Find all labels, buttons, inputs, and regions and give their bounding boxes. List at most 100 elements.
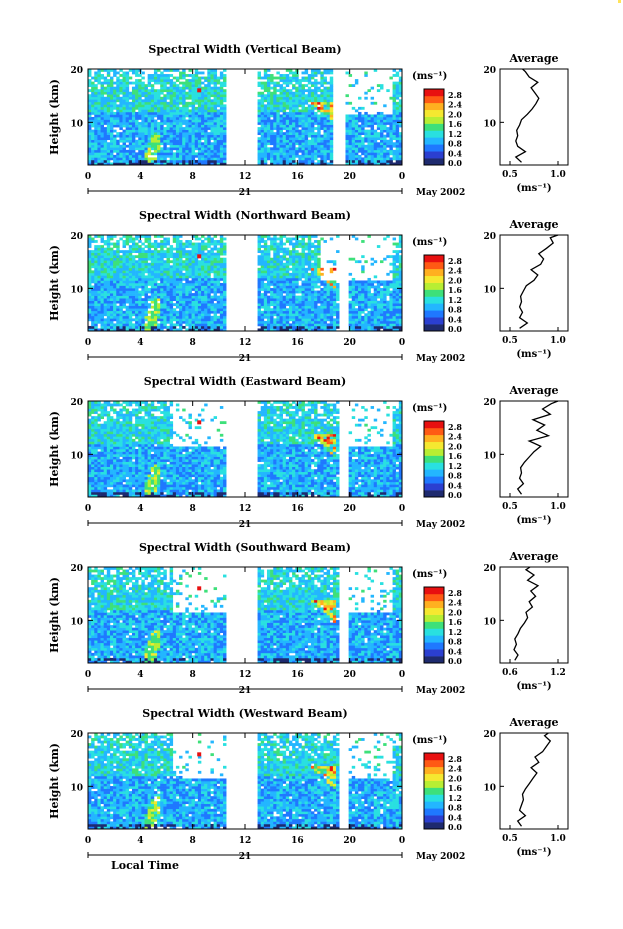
heatmap-cell xyxy=(310,81,315,85)
heatmap-cell xyxy=(301,283,305,286)
heatmap-cell xyxy=(279,99,283,103)
heatmap-cell xyxy=(314,81,318,85)
heatmap-cell xyxy=(153,285,158,289)
heatmap-cell xyxy=(125,315,130,319)
heatmap-cell xyxy=(207,89,211,93)
heatmap-cell xyxy=(307,267,312,271)
heatmap-cell xyxy=(175,305,180,309)
heatmap-cell xyxy=(138,144,142,148)
heatmap-cell xyxy=(144,134,148,138)
heatmap-cell xyxy=(304,89,309,93)
heatmap-cell xyxy=(260,323,265,327)
heatmap-cell xyxy=(169,79,174,82)
heatmap-cell xyxy=(314,247,318,251)
heatmap-cell xyxy=(310,318,315,322)
heatmap-cell xyxy=(97,275,101,279)
heatmap-cell xyxy=(314,257,318,261)
heatmap-cell xyxy=(223,142,227,146)
heatmap-cell xyxy=(279,76,283,80)
heatmap-cell xyxy=(135,275,139,279)
heatmap-cell xyxy=(201,320,205,324)
heatmap-cell xyxy=(201,267,205,271)
heatmap-cell xyxy=(273,260,277,264)
heatmap-cell xyxy=(160,101,164,105)
x-tick-label-0-4: 16 xyxy=(291,172,304,182)
heatmap-cell xyxy=(292,106,296,110)
heatmap-cell xyxy=(166,252,170,256)
heatmap-cell xyxy=(113,139,117,143)
heatmap-cell xyxy=(163,275,167,279)
heatmap-cell xyxy=(122,295,126,299)
heatmap-cell xyxy=(131,250,136,253)
heatmap-cell xyxy=(135,285,139,289)
heatmap-cell xyxy=(301,137,305,141)
heatmap-cell xyxy=(94,323,98,327)
heatmap-cell xyxy=(270,111,274,115)
heatmap-cell xyxy=(298,270,302,274)
heatmap-cell xyxy=(329,106,334,110)
heatmap-cell xyxy=(392,152,397,156)
heatmap-cell xyxy=(163,237,167,241)
heatmap-cell xyxy=(295,295,299,299)
heatmap-cell xyxy=(88,325,92,329)
heatmap-cell xyxy=(153,305,158,309)
heatmap-cell xyxy=(216,328,221,332)
heatmap-cell xyxy=(219,86,224,90)
heatmap-cell xyxy=(276,139,280,143)
heatmap-cell xyxy=(113,250,117,253)
heatmap-cell xyxy=(361,122,365,125)
heatmap-cell xyxy=(166,117,170,120)
heatmap-cell xyxy=(257,152,261,156)
heatmap-cell xyxy=(179,134,183,138)
heatmap-cell xyxy=(175,270,180,274)
heatmap-cell xyxy=(182,159,186,163)
heatmap-cell xyxy=(153,71,158,75)
heatmap-cell xyxy=(389,127,393,130)
heatmap-cell xyxy=(91,162,95,166)
heatmap-cell xyxy=(160,99,164,103)
heatmap-cell xyxy=(207,318,211,322)
heatmap-cell xyxy=(182,293,186,296)
heatmap-cell xyxy=(223,247,227,251)
heatmap-cell xyxy=(273,149,277,153)
heatmap-cell xyxy=(270,325,274,329)
heatmap-cell xyxy=(358,129,362,133)
heatmap-cell xyxy=(166,275,170,279)
heatmap-cell xyxy=(213,74,218,77)
heatmap-cell xyxy=(131,272,136,276)
heatmap-cell xyxy=(310,71,315,75)
heatmap-cell xyxy=(304,111,309,115)
heatmap-cell xyxy=(188,84,192,87)
heatmap-cell xyxy=(210,101,214,105)
heatmap-cell xyxy=(276,270,280,274)
heatmap-cell xyxy=(153,303,158,307)
heatmap-cell xyxy=(194,111,199,115)
heatmap-cell xyxy=(153,262,158,266)
heatmap-cell xyxy=(138,132,142,135)
heatmap-cell xyxy=(91,96,95,100)
heatmap-cell xyxy=(185,74,189,77)
heatmap-cell xyxy=(216,257,221,261)
heatmap-cell xyxy=(260,267,265,271)
heatmap-cell xyxy=(106,280,111,284)
heatmap-cell xyxy=(116,157,120,161)
heatmap-cell xyxy=(141,255,145,259)
heatmap-cell xyxy=(106,99,111,103)
heatmap-cell xyxy=(144,303,148,307)
heatmap-cell xyxy=(94,149,98,153)
heatmap-cell xyxy=(144,132,148,135)
heatmap-cell xyxy=(128,285,133,289)
heatmap-cell xyxy=(197,315,202,319)
heatmap-cell xyxy=(329,104,334,108)
heatmap-cell xyxy=(188,86,192,90)
heatmap-cell xyxy=(185,81,189,85)
heatmap-cell xyxy=(276,303,280,307)
heatmap-cell xyxy=(144,109,148,113)
heatmap-cell xyxy=(285,144,290,148)
heatmap-cell xyxy=(157,252,161,256)
heatmap-cell xyxy=(91,111,95,115)
heatmap-cell xyxy=(307,154,312,158)
heatmap-cell xyxy=(263,132,268,135)
heatmap-cell xyxy=(298,139,302,143)
heatmap-cell xyxy=(172,240,177,243)
